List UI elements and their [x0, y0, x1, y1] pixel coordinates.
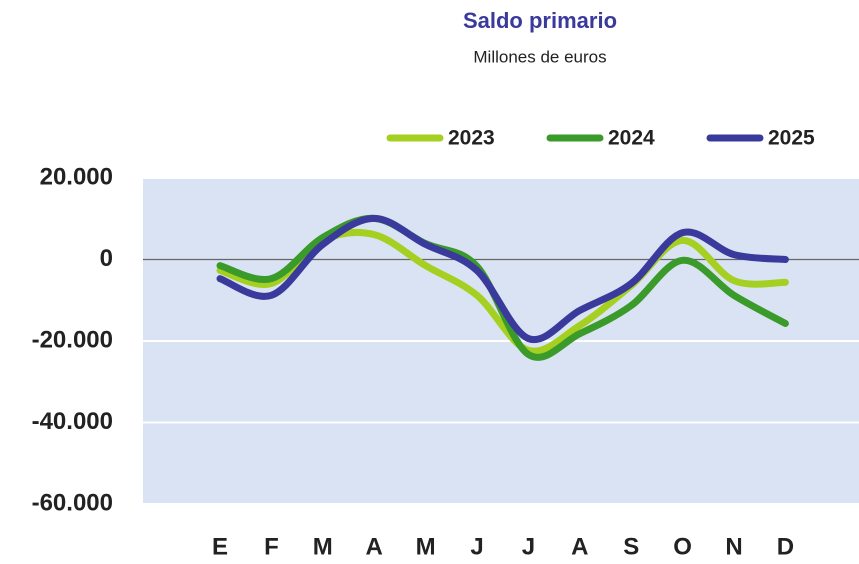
legend-label: 2025: [768, 127, 815, 150]
series-line: [216, 214, 789, 361]
chart-subtitle: Millones de euros: [473, 47, 606, 66]
x-tick-label: A: [366, 533, 383, 560]
y-tick-label: 0: [100, 245, 113, 272]
x-tick-label: E: [212, 533, 228, 560]
y-tick-label: -40.000: [32, 408, 113, 435]
chart-title: Saldo primario: [463, 8, 617, 33]
x-tick-label: D: [777, 533, 794, 560]
x-tick-label: O: [673, 533, 692, 560]
y-tick-label: 20.000: [40, 163, 113, 190]
x-tick-label: M: [416, 533, 436, 560]
y-tick-label: -20.000: [32, 326, 113, 353]
x-tick-label: J: [470, 533, 483, 560]
x-tick-label: M: [313, 533, 333, 560]
x-tick-label: S: [623, 533, 639, 560]
x-tick-label: F: [264, 533, 279, 560]
x-tick-label: N: [725, 533, 742, 560]
x-tick-label: A: [571, 533, 588, 560]
x-tick-label: J: [522, 533, 535, 560]
series-line: [216, 214, 789, 344]
y-tick-label: -60.000: [32, 489, 113, 516]
legend-label: 2023: [448, 127, 495, 150]
legend-label: 2024: [608, 127, 655, 150]
